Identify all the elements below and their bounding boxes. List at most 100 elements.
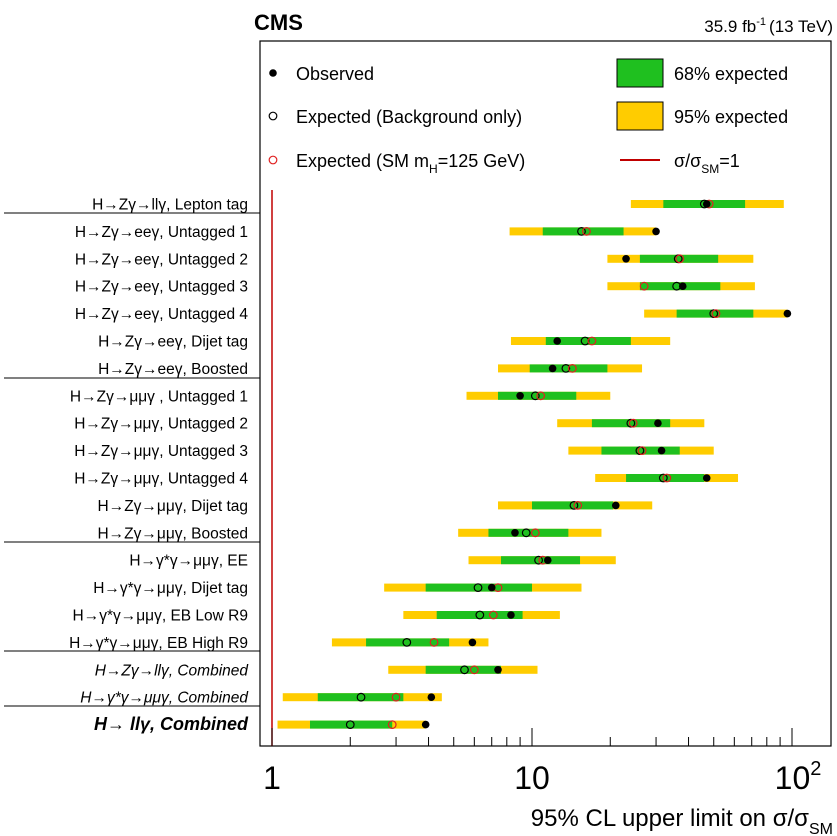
expected-bkg-marker (569, 501, 579, 510)
legend-expected-bkg-marker (268, 111, 278, 121)
group-separators (4, 212, 260, 707)
legend-band68-swatch (616, 58, 664, 88)
expected-bkg-marker (580, 336, 590, 346)
category-label: H→Zγ→eeγ, Dijet tag (98, 334, 248, 351)
limit-row (568, 446, 714, 456)
band68 (601, 446, 680, 455)
limit-row (331, 638, 489, 647)
limit-row (403, 610, 560, 620)
observed-marker (652, 227, 660, 236)
limit-row (630, 199, 784, 209)
legend-band95-label: 95% expected (674, 107, 788, 127)
limit-row (607, 281, 755, 291)
observed-marker (654, 419, 662, 428)
legend-expected-sm-label: Expected (SM mH=125 GeV) (296, 151, 525, 176)
observed-marker (548, 364, 557, 373)
legend-expected-bkg-label: Expected (Background only) (296, 107, 522, 127)
expected-bkg-marker (577, 226, 586, 236)
observed-marker (421, 720, 430, 729)
expected-sm-marker (628, 418, 638, 428)
band68 (317, 693, 404, 702)
expected-bkg-marker (626, 418, 636, 428)
limit-row (468, 555, 616, 565)
observed-marker (427, 693, 436, 701)
expected-sm-marker (582, 226, 591, 236)
limit-row (510, 336, 671, 346)
observed-marker (468, 638, 477, 647)
category-label: H→Zγ→llγ, Lepton tag (92, 197, 248, 214)
limit-row (498, 364, 643, 373)
legend-observed-marker (269, 69, 277, 77)
limit-row (595, 473, 739, 483)
category-labels: H→Zγ→llγ, Lepton tag H→Zγ→eeγ, Untagged 1… (69, 197, 249, 735)
band68 (425, 583, 532, 592)
band68 (626, 474, 705, 482)
legend-sm-line-label: σ/σSM=1 (674, 151, 740, 176)
limit-row (557, 418, 705, 428)
expected-sm-marker (469, 665, 479, 675)
limit-row (282, 692, 442, 702)
band68 (436, 611, 523, 619)
x-axis: 1 10 102 (263, 728, 821, 796)
expected-bkg-marker (534, 555, 543, 565)
legend: Observed Expected (Background only) Expe… (268, 58, 788, 176)
expected-sm-marker (488, 610, 498, 620)
expected-sm-marker (711, 309, 721, 319)
category-label: H→γ*γ→μμγ, EB Low R9 (73, 608, 249, 625)
category-label: H→Zγ→eeγ, Boosted (98, 361, 248, 378)
expected-bkg-marker (345, 720, 355, 729)
expected-bkg-marker (473, 583, 483, 592)
limit-row (607, 254, 754, 264)
limit-row (458, 528, 602, 538)
category-label: H→Zγ→μμγ, Untagged 4 (74, 471, 248, 488)
expected-sm-marker (536, 391, 546, 401)
observed-marker (678, 282, 687, 291)
expected-sm-marker (387, 720, 397, 729)
band68 (676, 309, 754, 318)
observed-marker (494, 666, 502, 674)
observed-marker (783, 309, 792, 318)
expected-sm-marker (530, 528, 540, 538)
limit-row (466, 391, 611, 401)
category-label: H→γ*γ→μμγ, Combined (80, 690, 249, 707)
category-label: H→Zγ→μμγ, Untagged 2 (74, 416, 248, 433)
band68 (532, 501, 614, 510)
x-axis-label: 95% CL upper limit on σ/σSM (531, 805, 833, 836)
category-label: H→ llγ, Combined (94, 714, 249, 734)
expected-sm-marker (639, 281, 649, 291)
x-tick-label: 10 (514, 760, 550, 796)
expected-bkg-marker (530, 391, 540, 401)
observed-marker (516, 392, 524, 400)
legend-band68-label: 68% expected (674, 64, 788, 84)
expected-sm-marker (662, 473, 672, 483)
category-label: H→Zγ→eeγ, Untagged 1 (75, 224, 248, 241)
expected-sm-marker (567, 364, 577, 373)
legend-expected-sm-marker (268, 155, 278, 165)
limit-row (498, 501, 653, 510)
expected-bkg-marker (521, 528, 531, 538)
band68 (639, 254, 719, 263)
observed-marker (507, 611, 515, 619)
category-label: H→Zγ→eeγ, Untagged 2 (75, 251, 248, 268)
observed-marker (611, 501, 620, 510)
category-label: H→Zγ→μμγ , Untagged 1 (70, 388, 248, 405)
category-label: H→Zγ→llγ, Combined (95, 662, 250, 679)
limit-row (509, 226, 660, 236)
category-label: H→Zγ→μμγ, Dijet tag (98, 498, 249, 515)
expected-sm-marker (391, 692, 401, 702)
limit-row (388, 665, 538, 675)
expected-sm-marker (675, 254, 685, 264)
x-tick-label: 1 (263, 760, 281, 796)
band68 (501, 556, 581, 565)
category-label: H→γ*γ→μμγ, EE (129, 553, 248, 570)
plot-frame (259, 40, 832, 747)
limit-row (384, 583, 582, 592)
observed-marker (622, 254, 630, 263)
expected-bkg-marker (402, 638, 412, 647)
observed-marker (511, 529, 519, 537)
expected-bkg-marker (460, 665, 469, 675)
band68 (488, 528, 569, 537)
band68 (366, 638, 450, 647)
observed-marker (487, 583, 496, 592)
limit-row (644, 309, 792, 319)
